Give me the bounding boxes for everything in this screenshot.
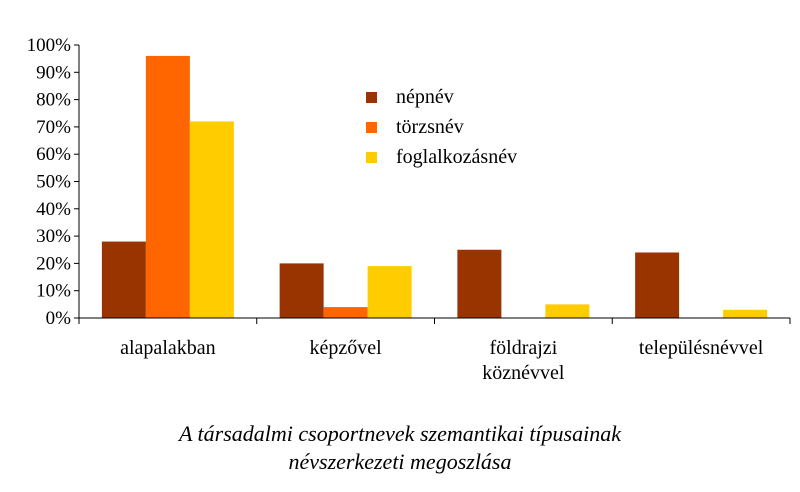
y-tick-label: 70% <box>36 117 71 138</box>
y-tick-label: 60% <box>36 144 71 165</box>
y-tick-label: 30% <box>36 226 71 247</box>
bar-foglalkozásnév <box>723 309 768 318</box>
bar-törzsnév <box>323 307 368 318</box>
bar-chart: 0% 10% 20% 30% 40% 50% 60% 70% 80% 90% 100% alapal… <box>27 35 791 384</box>
x-category-label: alapalakban <box>120 337 216 359</box>
bar-népnév <box>635 252 680 318</box>
y-tick-label: 100% <box>27 35 72 56</box>
bars <box>101 55 768 319</box>
legend-label: foglalkozásnév <box>396 146 517 168</box>
x-category-label: köznévvel <box>482 362 565 384</box>
caption-line-2: névszerkezeti megoszlása <box>288 449 512 474</box>
legend-label: népnév <box>396 86 454 108</box>
bar-népnév <box>457 249 502 318</box>
y-tick-label: 0% <box>46 308 72 329</box>
bar-foglalkozásnév <box>189 121 234 318</box>
y-axis: 0% 10% 20% 30% 40% 50% 60% 70% 80% 90% 100% <box>27 35 80 329</box>
caption-line-1: A társadalmi csoportnevek szemantikai tí… <box>179 421 621 446</box>
bar-népnév <box>101 241 146 318</box>
legend-swatch <box>366 122 377 133</box>
y-tick-label: 40% <box>36 199 71 220</box>
bar-törzsnév <box>145 55 190 319</box>
legend-swatch <box>366 92 377 103</box>
legend-label: törzsnév <box>396 116 464 138</box>
x-axis: alapalakban képzővel földrajzi köznévvel tel… <box>78 317 791 384</box>
chart-caption: A társadalmi csoportnevek szemantikai tí… <box>0 420 800 476</box>
bar-foglalkozásnév <box>367 266 412 318</box>
y-tick-label: 50% <box>36 172 71 193</box>
y-tick-label: 20% <box>36 253 71 274</box>
y-tick-label: 10% <box>36 281 71 302</box>
y-tick-label: 90% <box>36 62 71 83</box>
legend-swatch <box>366 152 377 163</box>
x-category-label: képzővel <box>310 337 383 359</box>
x-category-label: földrajzi <box>490 337 558 359</box>
y-tick-label: 80% <box>36 90 71 111</box>
legend: népnév törzsnév foglalkozásnév <box>366 86 517 168</box>
bar-foglalkozásnév <box>545 304 590 318</box>
bar-népnév <box>279 263 324 318</box>
x-category-label: településnévvel <box>639 337 764 359</box>
